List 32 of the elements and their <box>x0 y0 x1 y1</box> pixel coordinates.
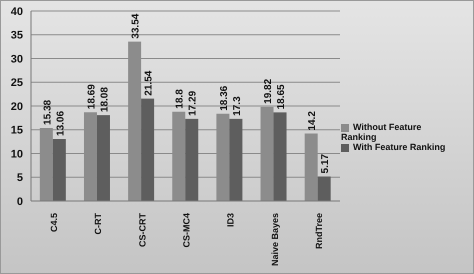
data-label: 17.29 <box>188 90 199 116</box>
x-tick-label: C-RT <box>93 212 104 234</box>
y-tick-label: 20 <box>10 100 23 113</box>
data-label: 17.3 <box>232 96 243 116</box>
y-tick-label: 40 <box>10 6 23 18</box>
data-label: 18.08 <box>99 86 110 112</box>
x-tick-label: CS-CRT <box>137 212 148 247</box>
data-label: 18.65 <box>276 84 288 110</box>
x-tick-label: C4.5 <box>49 213 60 232</box>
x-tick-label: Naive Bayes <box>270 213 280 266</box>
data-label: 18.69 <box>86 84 98 110</box>
y-tick-label: 5 <box>16 172 23 184</box>
x-tick-label: ID3 <box>226 213 236 228</box>
data-label: 21.54 <box>144 70 155 96</box>
legend-label: Without Feature Ranking <box>341 122 422 142</box>
data-label: 5.17 <box>320 154 332 174</box>
y-tick-label: 30 <box>10 53 23 66</box>
data-label: 19.82 <box>263 78 274 104</box>
y-tick-label: 15 <box>10 124 23 137</box>
y-tick-label: 35 <box>10 30 23 42</box>
data-label: 18.8 <box>174 88 186 109</box>
data-label: 18.36 <box>218 85 230 111</box>
x-tick-label: CS-MC4 <box>182 213 192 248</box>
data-label: 14.2 <box>307 110 318 131</box>
data-label: 15.38 <box>42 99 54 125</box>
data-label: 33.54 <box>130 13 142 39</box>
data-label: 13.06 <box>55 110 66 136</box>
y-tick-label: 0 <box>16 196 23 208</box>
x-tick-label: RndTree <box>314 213 324 250</box>
y-tick-label: 10 <box>10 148 23 160</box>
legend-label: With Feature Ranking <box>353 142 446 152</box>
y-tick-label: 25 <box>10 77 23 90</box>
